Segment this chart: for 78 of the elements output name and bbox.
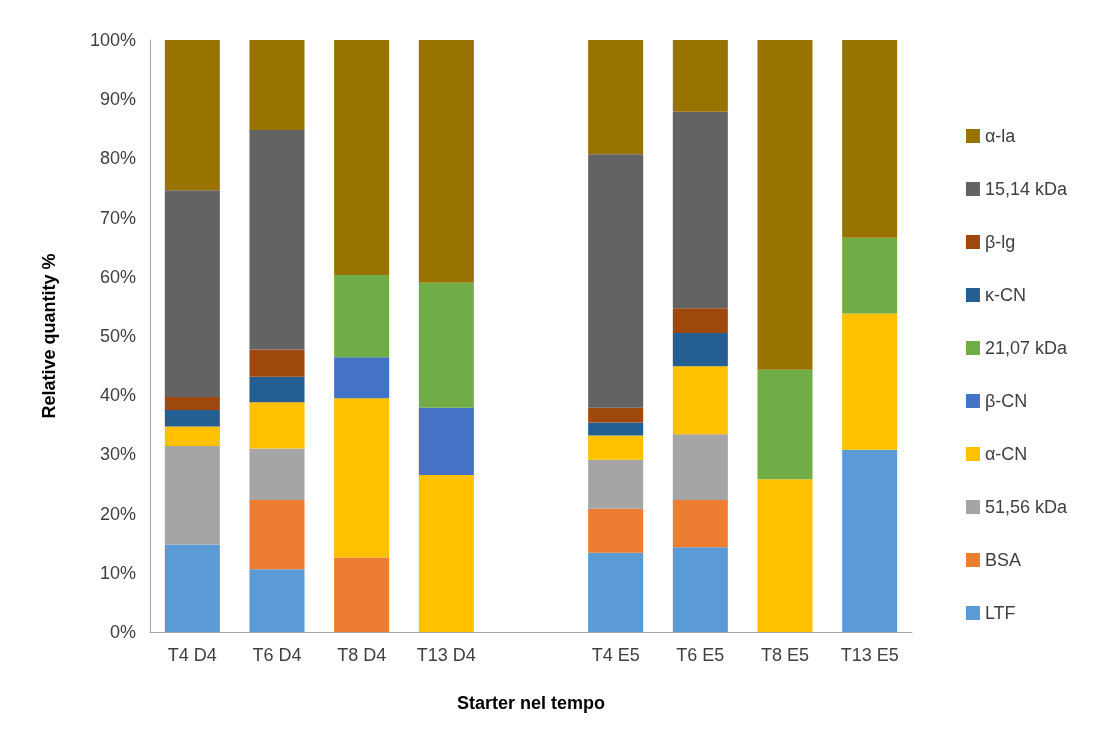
bar bbox=[757, 40, 813, 370]
bar bbox=[588, 552, 644, 632]
bar bbox=[757, 369, 813, 480]
bar bbox=[249, 569, 305, 632]
legend-label: κ-CN bbox=[984, 285, 1026, 305]
bar bbox=[418, 407, 474, 476]
bar bbox=[334, 275, 390, 358]
bar bbox=[588, 459, 644, 509]
bar bbox=[588, 154, 644, 408]
legend-label: β-CN bbox=[984, 391, 1028, 411]
bar bbox=[249, 376, 305, 403]
bar bbox=[672, 111, 728, 309]
legend-label: β-lg bbox=[984, 232, 1016, 252]
bar bbox=[164, 426, 220, 447]
bar bbox=[164, 410, 220, 427]
bar bbox=[842, 237, 898, 314]
y-tick-label: 10% bbox=[99, 562, 136, 583]
bar bbox=[672, 434, 728, 500]
bar bbox=[334, 557, 390, 632]
legend-label: 21,07 kDa bbox=[984, 338, 1068, 358]
y-tick-label: 50% bbox=[99, 326, 136, 346]
bar bbox=[249, 40, 305, 130]
bar bbox=[334, 40, 390, 276]
bar bbox=[334, 357, 390, 399]
y-tick-label: 70% bbox=[99, 207, 136, 228]
bar bbox=[249, 448, 305, 500]
bar bbox=[249, 499, 305, 570]
bar bbox=[588, 407, 644, 423]
y-tick-label: 0% bbox=[109, 622, 136, 642]
y-tick-label: 20% bbox=[99, 503, 136, 524]
x-tick-label: T13 E5 bbox=[840, 645, 899, 665]
bar bbox=[672, 40, 728, 112]
x-tick-label: T13 D4 bbox=[416, 645, 476, 665]
y-tick-label: 40% bbox=[99, 385, 136, 406]
legend-label: 15,14 kDa bbox=[984, 179, 1068, 199]
bar bbox=[334, 398, 390, 558]
x-axis-title: Starter nel tempo bbox=[456, 693, 606, 713]
bar bbox=[588, 435, 644, 460]
bar bbox=[418, 40, 474, 283]
x-tick-label: T4 D4 bbox=[167, 645, 217, 665]
bar bbox=[672, 333, 728, 367]
x-tick-label: T6 E5 bbox=[676, 645, 725, 665]
x-tick-label: T8 E5 bbox=[760, 645, 810, 665]
bar bbox=[757, 479, 813, 632]
bar bbox=[249, 402, 305, 449]
bar bbox=[164, 190, 220, 397]
bar bbox=[672, 366, 728, 435]
bar bbox=[842, 313, 898, 450]
y-tick-label: 60% bbox=[99, 266, 136, 287]
bar bbox=[672, 547, 728, 632]
legend-label: LTF bbox=[984, 603, 1016, 623]
bar bbox=[164, 396, 220, 410]
y-tick-label: 100% bbox=[89, 30, 136, 50]
x-tick-label: T4 E5 bbox=[591, 645, 640, 665]
y-tick-label: 90% bbox=[99, 89, 136, 110]
bar bbox=[588, 40, 644, 155]
bar bbox=[842, 40, 898, 238]
bar bbox=[418, 282, 474, 408]
bar bbox=[249, 349, 305, 377]
bar bbox=[164, 446, 220, 545]
bar bbox=[418, 475, 474, 632]
legend-label: α-CN bbox=[984, 444, 1028, 464]
x-tick-label: T6 D4 bbox=[252, 645, 302, 665]
legend-label: α-la bbox=[984, 126, 1017, 146]
bar bbox=[164, 544, 220, 632]
y-tick-label: 80% bbox=[99, 148, 136, 169]
bar bbox=[588, 422, 644, 436]
y-tick-label: 30% bbox=[99, 444, 136, 465]
legend-label: BSA bbox=[984, 550, 1021, 570]
bar bbox=[249, 129, 305, 350]
bar bbox=[672, 308, 728, 334]
y-axis-title: Relative quantity % bbox=[39, 253, 59, 419]
bar bbox=[164, 40, 220, 191]
bar bbox=[588, 508, 644, 553]
bar bbox=[672, 499, 728, 548]
x-tick-label: T8 D4 bbox=[337, 645, 387, 665]
legend-label: 51,56 kDa bbox=[984, 497, 1068, 517]
bar bbox=[842, 449, 898, 632]
